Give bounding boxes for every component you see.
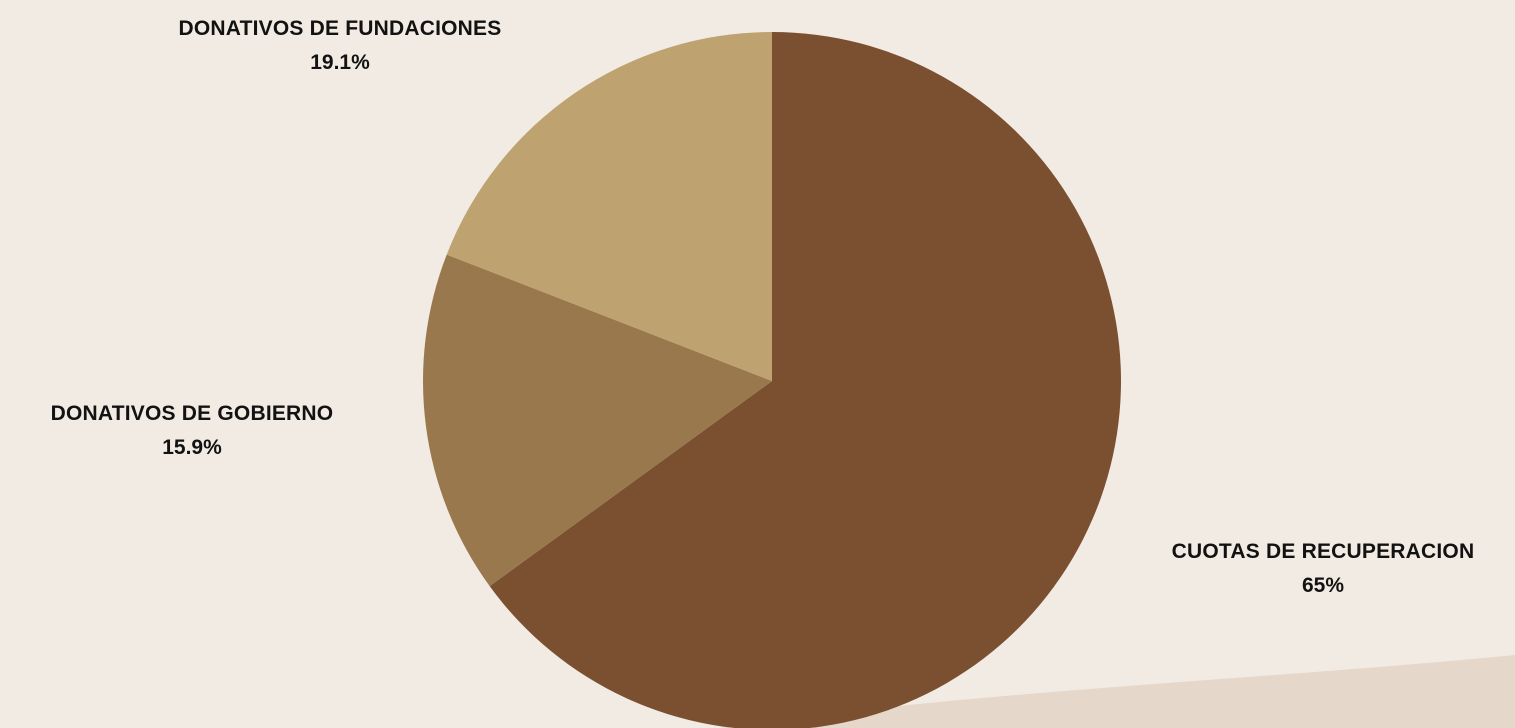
slice-percentage: 19.1% — [310, 51, 370, 74]
slice-percentage: 15.9% — [162, 436, 222, 459]
slice-percentage: 65% — [1301, 574, 1345, 597]
slice-label-gobierno: DONATIVOS DE GOBIERNO 15.9% — [0, 397, 384, 465]
pie-slice-2 — [423, 254, 772, 587]
background-curve — [720, 655, 1515, 728]
slice-name: DONATIVOS DE GOBIERNO — [50, 402, 334, 425]
slice-label-cuotas: CUOTAS DE RECUPERACION 65% — [1138, 535, 1508, 603]
pie-slice-1 — [489, 32, 1121, 728]
slice-label-fundaciones: DONATIVOS DE FUNDACIONES 19.1% — [125, 12, 555, 80]
pie-slice-3 — [446, 32, 772, 381]
slice-name: DONATIVOS DE FUNDACIONES — [178, 17, 502, 40]
slice-name: CUOTAS DE RECUPERACION — [1171, 540, 1475, 563]
